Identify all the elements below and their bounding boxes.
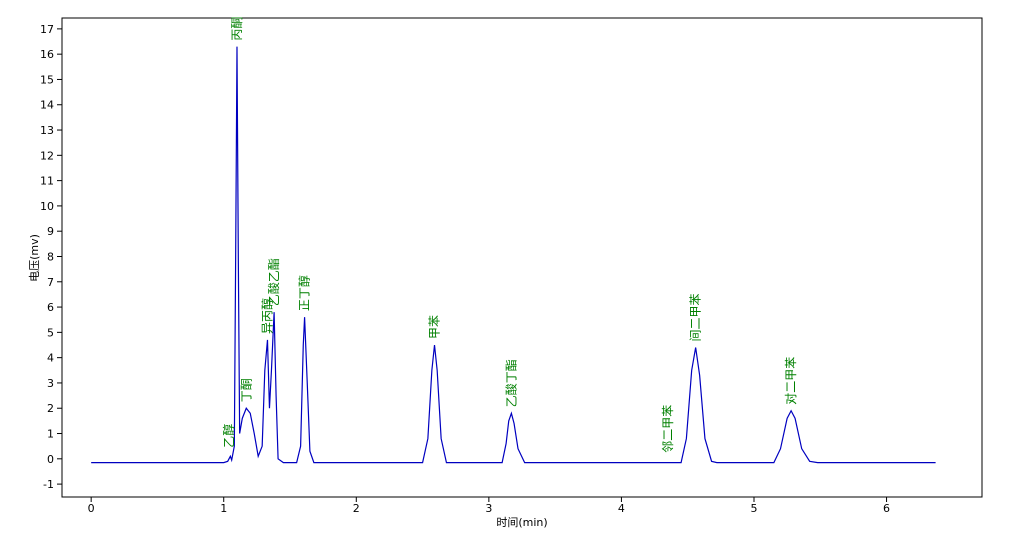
x-axis-label: 时间(min) — [496, 516, 547, 529]
peak-label: 异丙醇 — [259, 298, 274, 334]
y-axis-label: 电压(mv) — [28, 234, 41, 282]
x-tick-label: 6 — [883, 502, 890, 515]
y-tick-label: 15 — [40, 73, 54, 86]
x-tick-label: 1 — [220, 502, 227, 515]
y-tick-label: 9 — [47, 225, 54, 238]
peak-label: 乙醇 — [221, 424, 236, 448]
y-tick-label: 0 — [47, 453, 54, 466]
x-tick-label: 4 — [618, 502, 625, 515]
y-tick-label: 4 — [47, 352, 54, 365]
plot-frame — [61, 17, 983, 498]
y-tick-label: 7 — [47, 276, 54, 289]
y-tick-label: 3 — [47, 377, 54, 390]
x-tick-label: 2 — [353, 502, 360, 515]
y-tick-label: 8 — [47, 250, 54, 263]
peak-label: 对二甲苯 — [784, 357, 798, 405]
x-tick-label: 0 — [88, 502, 95, 515]
y-tick-label: 11 — [40, 175, 54, 188]
peak-label: 甲苯 — [428, 315, 442, 339]
y-tick-label: 14 — [40, 99, 54, 112]
x-tick-label: 5 — [750, 502, 757, 515]
y-tick-label: 1 — [47, 428, 54, 441]
y-tick-label: 10 — [40, 200, 54, 213]
peak-label: 邻二甲苯 — [661, 405, 675, 453]
y-tick-label: 5 — [47, 326, 54, 339]
y-tick-label: 17 — [40, 23, 54, 36]
y-tick-label: 6 — [47, 301, 54, 314]
peak-label: 乙酸丁酯 — [503, 359, 518, 407]
peak-label: 丁酮 — [239, 378, 253, 402]
y-tick-label: 2 — [47, 402, 54, 415]
x-tick-label: 3 — [485, 502, 492, 515]
trace-line — [91, 46, 936, 464]
y-tick-label: 16 — [40, 48, 54, 61]
peak-label: 乙酸乙酯 — [266, 258, 281, 306]
y-tick-label: 13 — [40, 124, 54, 137]
peak-label: 间二甲苯 — [689, 294, 703, 342]
y-tick-label: -1 — [43, 478, 54, 491]
peak-label: 丙酮 — [230, 17, 244, 41]
peak-label: 正丁醇 — [297, 275, 312, 311]
y-tick-label: 12 — [40, 149, 54, 162]
